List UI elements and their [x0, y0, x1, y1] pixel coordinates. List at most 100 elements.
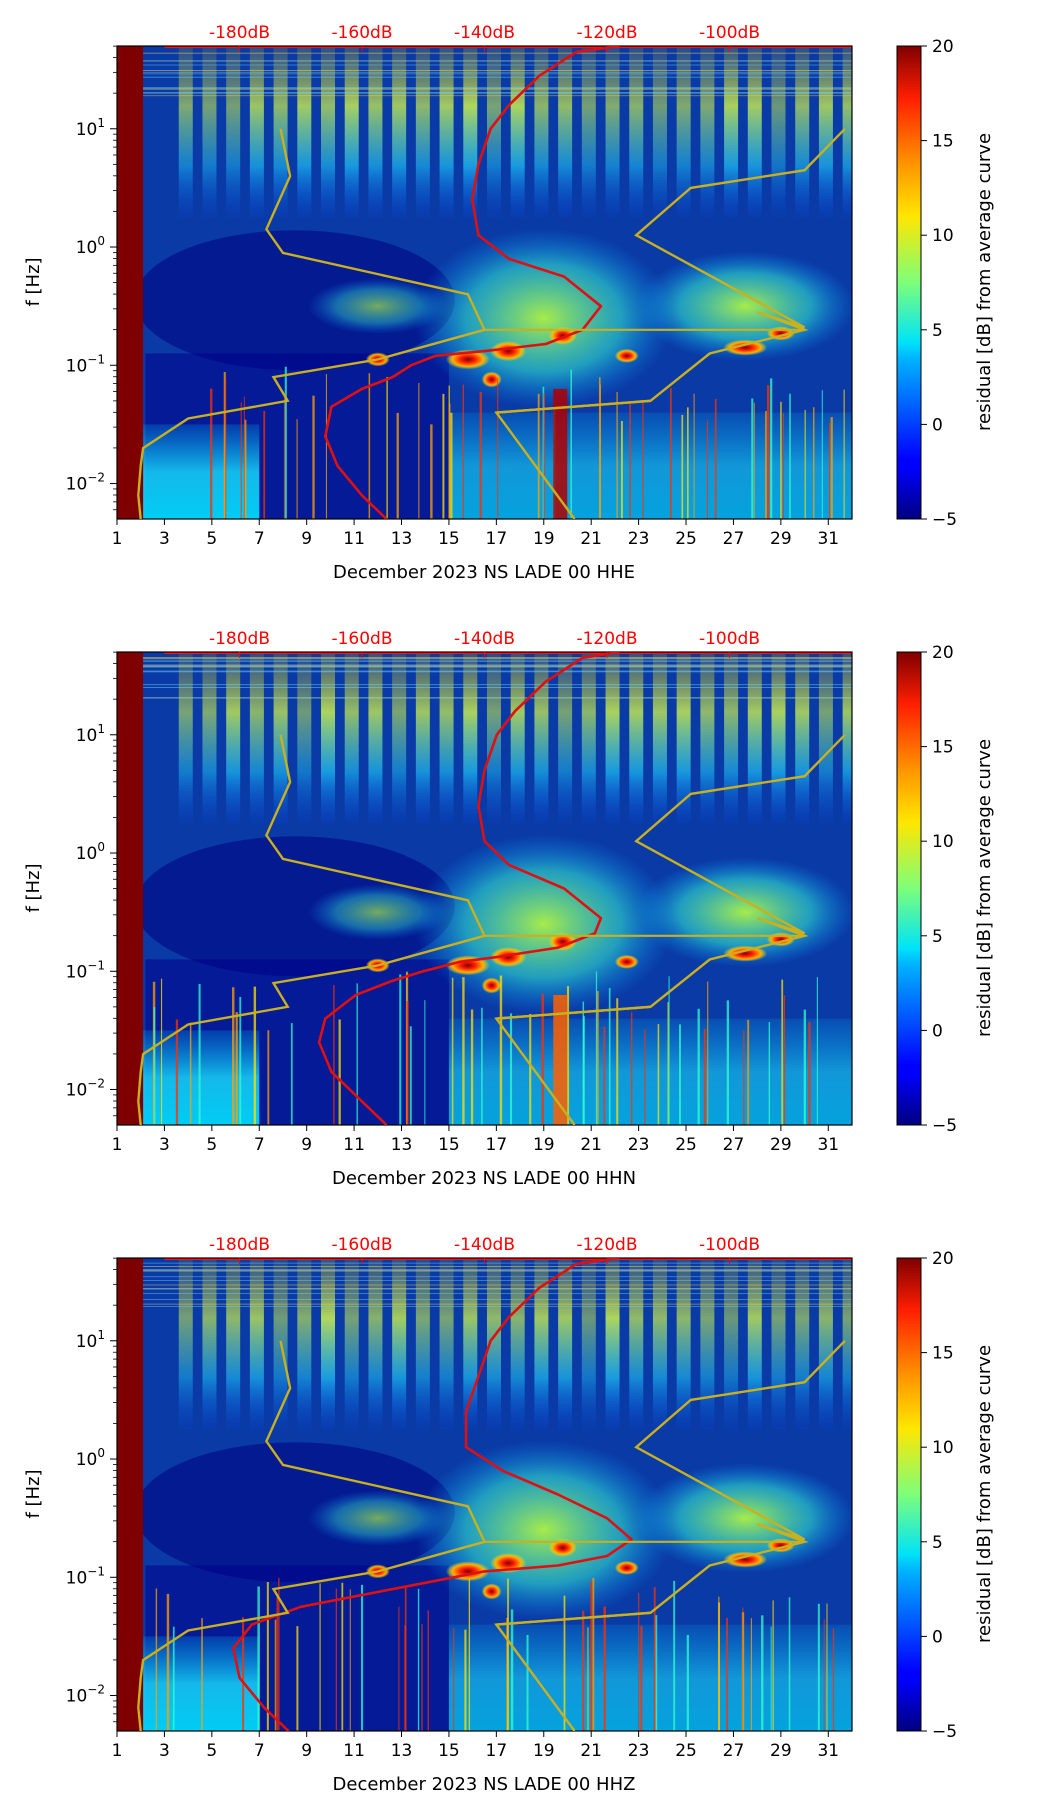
colorbar-tick-label: 0 [932, 1021, 943, 1041]
x-tick-label: 29 [770, 1741, 792, 1761]
y-tick-label: 100 [76, 234, 105, 258]
daily-band [747, 46, 762, 218]
y-tick-exponent: 1 [97, 722, 105, 736]
daily-band [700, 1258, 715, 1430]
x-tick-label: 5 [206, 529, 217, 549]
y-tick-base: 10 [66, 356, 88, 376]
x-tick-label: 15 [438, 529, 460, 549]
y-axis-label: f [Hz] [23, 863, 44, 912]
x-tick-label: 27 [723, 1135, 745, 1155]
x-tick-label: 11 [343, 529, 365, 549]
panel-hhz: 1 3 5 7 9 11 13 15 17 19 21 23 25 27 29 31 10−210−11001… [23, 1235, 995, 1795]
top-tick-label: -140dB [454, 629, 515, 649]
daily-band [676, 1258, 691, 1430]
daily-band [226, 46, 241, 218]
daily-band [344, 46, 359, 218]
microseism-peak [614, 1560, 639, 1575]
x-tick-label: 25 [675, 1741, 697, 1761]
y-tick-base: 10 [76, 1450, 98, 1470]
low-frequency-zone [448, 412, 852, 519]
top-db-ticks: -180dB -160dB -140dB -120dB -100dB [209, 23, 760, 52]
x-tick-label: 17 [486, 1135, 508, 1155]
x-tick-label: 3 [159, 1741, 170, 1761]
daily-band [558, 1258, 573, 1430]
x-tick-label: 1 [112, 1741, 123, 1761]
x-tick-label: 5 [206, 1135, 217, 1155]
x-tick-label: 25 [675, 529, 697, 549]
daily-band [321, 652, 336, 824]
microseism-peak [548, 1538, 577, 1557]
colorbar-tick-label: 15 [932, 1344, 954, 1364]
y-tick-base: 10 [66, 475, 88, 495]
quiet-region [134, 230, 455, 371]
data-gap [117, 1258, 144, 1731]
colorbar-tick-label: 5 [932, 321, 943, 341]
y-tick-base: 10 [66, 962, 88, 982]
daily-band [510, 1258, 525, 1430]
daily-band [202, 1258, 217, 1430]
low-frequency-zone [143, 424, 260, 519]
colorbar-tick-label: 0 [932, 1627, 943, 1647]
daily-band [558, 46, 573, 218]
x-tick-label: 9 [301, 529, 312, 549]
microseism-haze [307, 884, 448, 941]
daily-band [439, 46, 454, 218]
daily-band [652, 652, 667, 824]
microseism-haze [413, 1439, 674, 1620]
daily-band [321, 46, 336, 218]
top-tick-label: -180dB [209, 629, 270, 649]
daily-band [534, 1258, 549, 1430]
microseism-haze [635, 1463, 852, 1574]
y-tick-exponent: 0 [97, 840, 105, 854]
colorbar-tick-label: 5 [932, 927, 943, 947]
y-tick-label: 10−1 [66, 352, 105, 376]
y-tick-label: 101 [76, 116, 105, 140]
daily-band [368, 46, 383, 218]
daily-band [439, 1258, 454, 1430]
top-tick-label: -120dB [576, 23, 637, 43]
x-tick-label: 9 [301, 1135, 312, 1155]
yellow-model-curve [137, 127, 846, 519]
high-noise-model-line [496, 127, 846, 414]
y-tick-label: 100 [76, 1446, 105, 1470]
microseism-peak [723, 1551, 768, 1568]
x-tick-label: 31 [817, 529, 839, 549]
colorbar-label: residual [dB] from average curve [974, 1345, 995, 1643]
x-tick-label: 11 [343, 1135, 365, 1155]
y-tick-label: 10−1 [66, 958, 105, 982]
y-axis-label: f [Hz] [23, 1469, 44, 1518]
microseism-peak [490, 947, 527, 968]
top-db-ticks: -180dB -160dB -140dB -120dB -100dB [209, 629, 760, 658]
low-noise-model-line [137, 1340, 487, 1731]
heatmap-texture [117, 46, 852, 519]
colorbar-tick-label: 20 [932, 1249, 954, 1269]
daily-band [795, 652, 810, 824]
colorbar-tick-label: −5 [932, 1722, 957, 1742]
daily-band [510, 46, 525, 218]
daily-band [368, 652, 383, 824]
x-tick-label: 15 [438, 1135, 460, 1155]
y-tick-exponent: −1 [87, 958, 105, 972]
daily-band [415, 652, 430, 824]
daily-band [818, 1258, 833, 1430]
low-frequency-zone [143, 1636, 260, 1731]
daily-band [605, 652, 620, 824]
x-tick-label: 7 [254, 529, 265, 549]
colorbar [896, 45, 922, 520]
top-tick-label: -140dB [454, 23, 515, 43]
daily-band [463, 46, 478, 218]
daily-band [771, 652, 786, 824]
daily-band [842, 1258, 852, 1430]
colorbar-tick-label: 0 [932, 415, 943, 435]
low-noise-model-line [137, 128, 487, 519]
x-tick-label: 25 [675, 1135, 697, 1155]
daily-band [581, 652, 596, 824]
daily-band [226, 652, 241, 824]
daily-band [344, 652, 359, 824]
y-tick-exponent: 1 [97, 116, 105, 130]
y-tick-exponent: −2 [87, 1077, 105, 1091]
daily-band [676, 46, 691, 218]
microseism-peak [614, 348, 639, 363]
colorbar-tick-label: 5 [932, 1533, 943, 1553]
microseism-peak [723, 339, 768, 356]
